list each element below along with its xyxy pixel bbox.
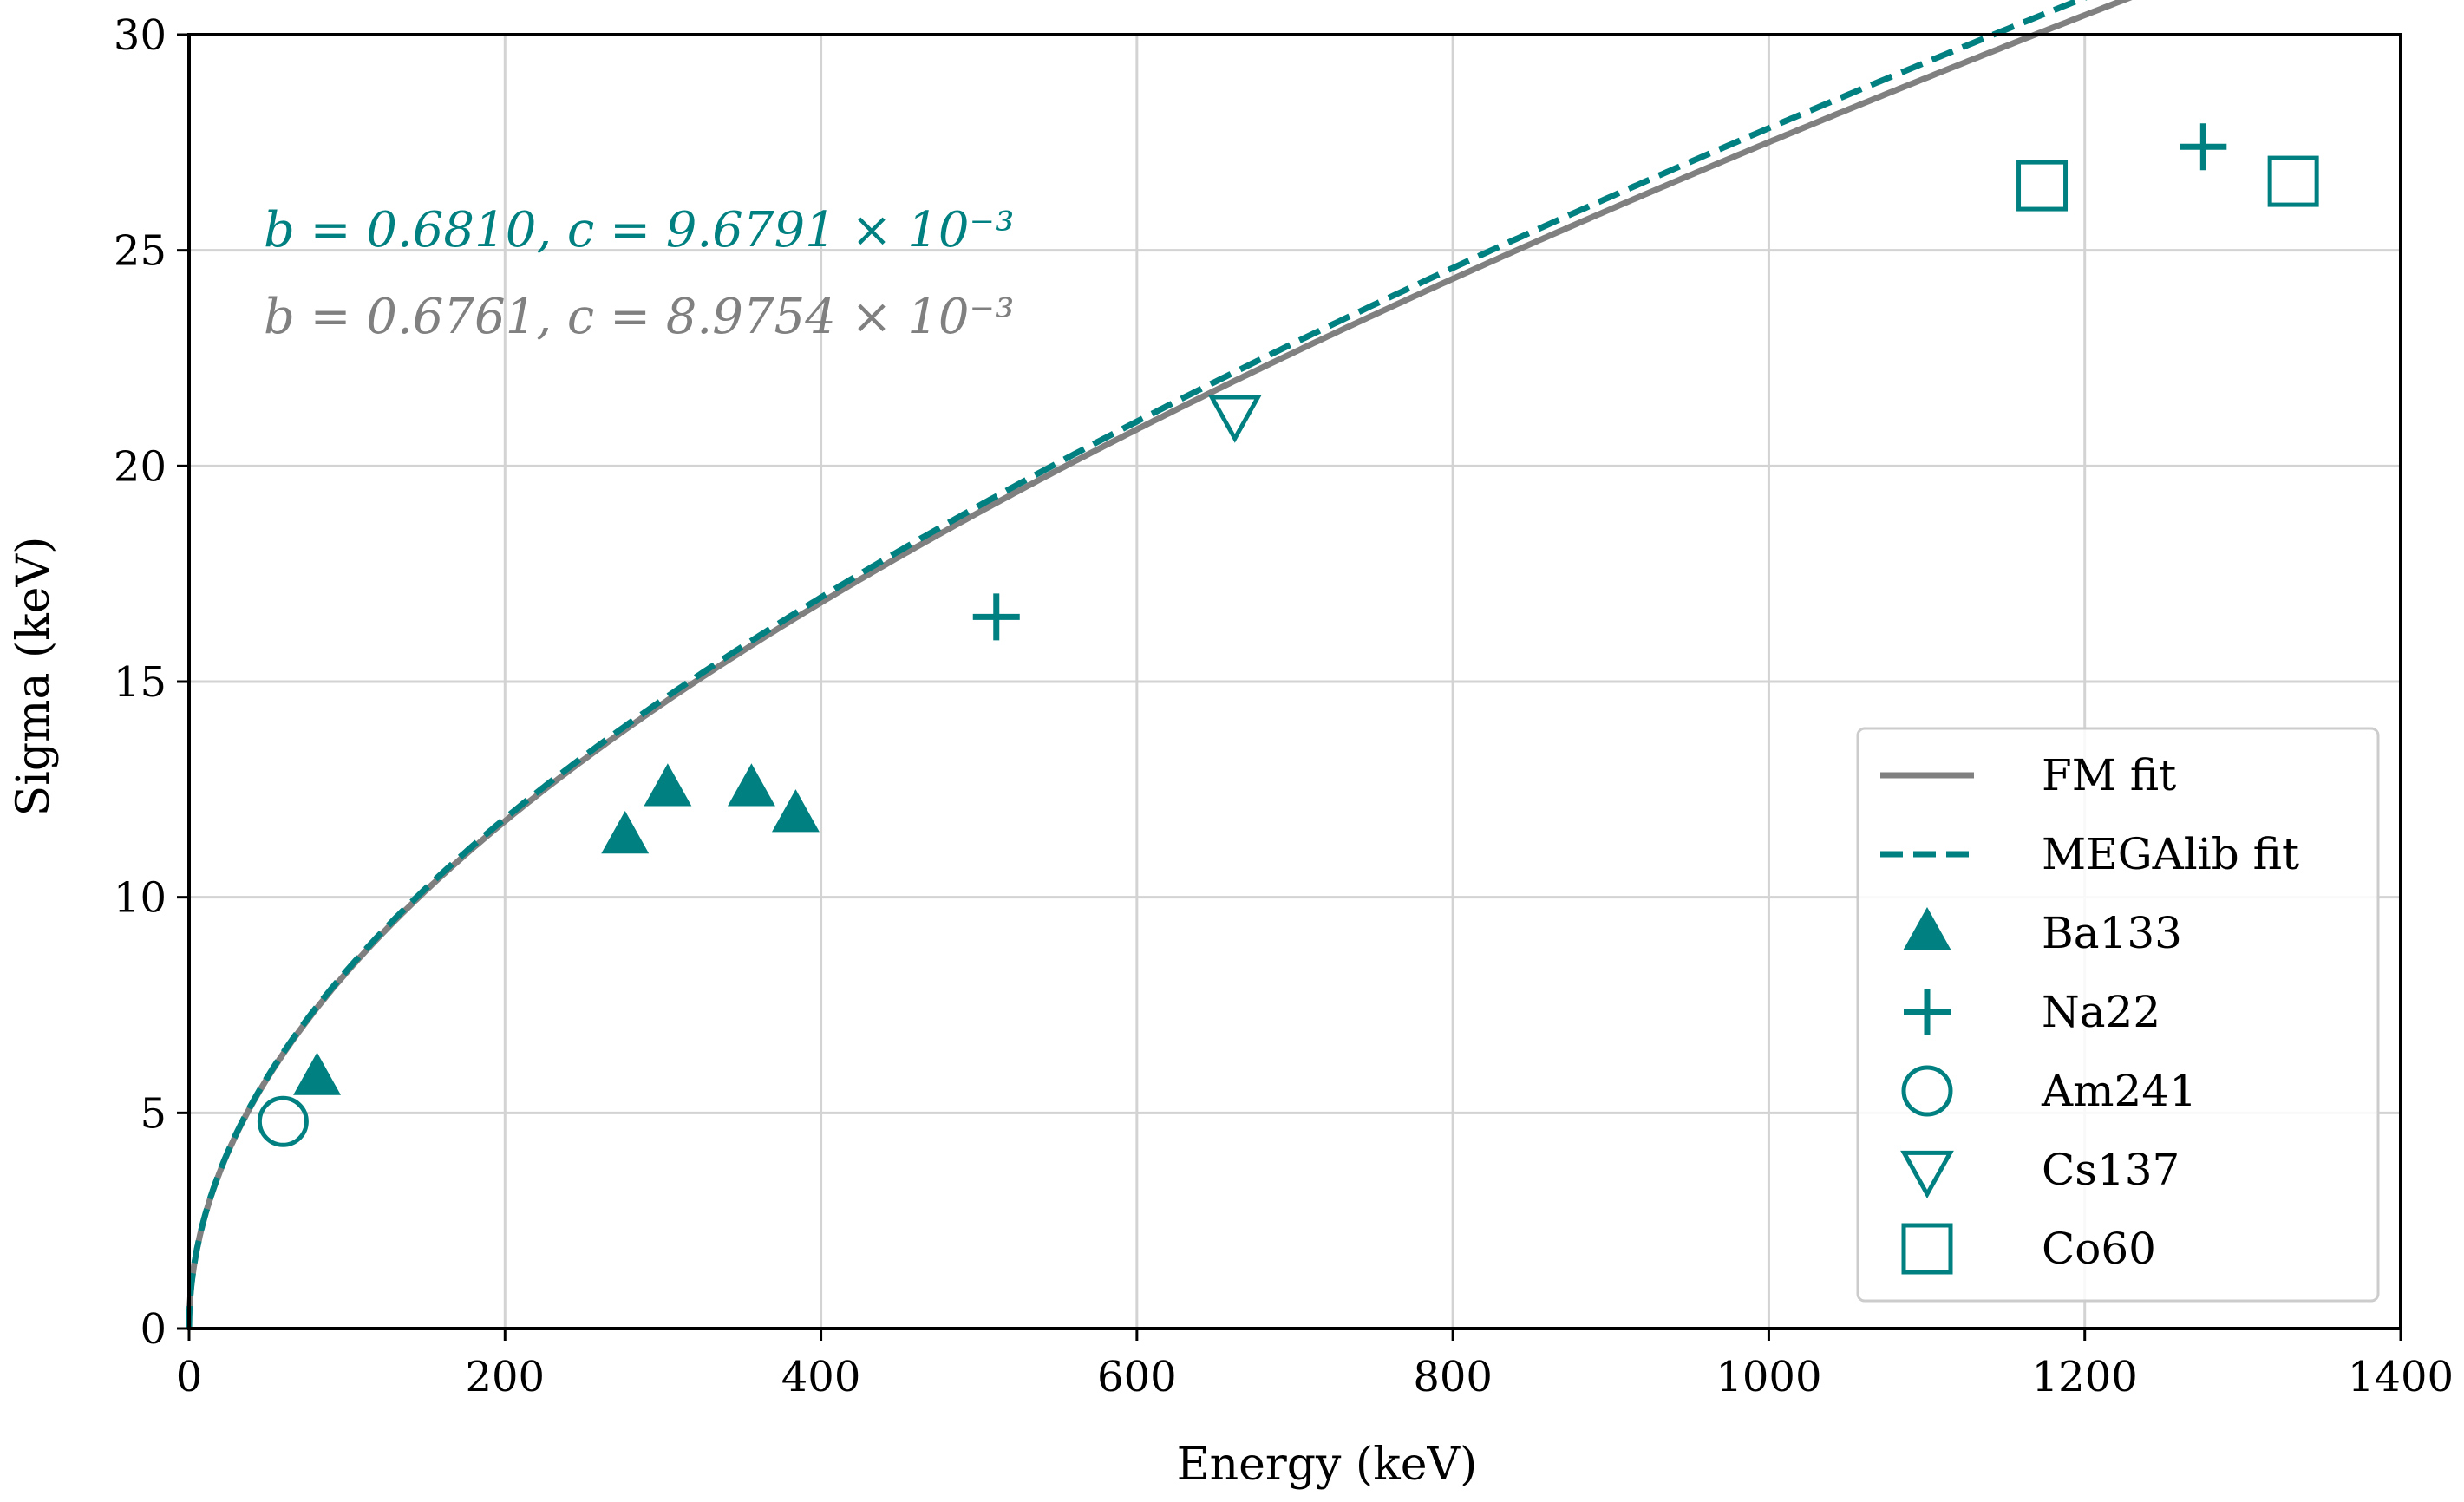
legend: FM fit MEGAlib fit Ba133 Na22 Am241 Cs137 Co60 bbox=[1856, 727, 2380, 1303]
y-tick-label: 30 bbox=[114, 11, 167, 60]
x-tick-label: 1000 bbox=[1716, 1353, 1821, 1401]
x-tick-label: 800 bbox=[1413, 1353, 1493, 1401]
data-point-na22 bbox=[2180, 123, 2227, 171]
y-tick-label: 0 bbox=[140, 1305, 167, 1354]
legend-swatch-co60 bbox=[1901, 1223, 1953, 1275]
fit-curves bbox=[186, 0, 2133, 1329]
legend-label-am241: Am241 bbox=[2041, 1066, 2197, 1116]
y-axis-label: Sigma (keV) bbox=[8, 537, 60, 817]
data-point-ba133 bbox=[293, 1052, 341, 1095]
y-tick-label: 5 bbox=[140, 1089, 167, 1138]
data-point-ba133 bbox=[601, 810, 650, 854]
legend-label-megalib-fit: MEGAlib fit bbox=[2042, 829, 2299, 879]
y-tick-label: 20 bbox=[114, 442, 167, 491]
y-tick-label: 15 bbox=[114, 658, 167, 707]
y-tick-label: 25 bbox=[114, 227, 167, 276]
legend-label-na22: Na22 bbox=[2042, 987, 2160, 1037]
annotation-megalib: b = 0.6810, c = 9.6791 × 10⁻³ bbox=[264, 202, 1015, 258]
fit-line-megalib-fit bbox=[186, 0, 2088, 1329]
legend-label-co60: Co60 bbox=[2042, 1224, 2156, 1274]
legend-box bbox=[1856, 727, 2380, 1303]
x-tick-label: 1400 bbox=[2348, 1353, 2454, 1401]
legend-swatch-ba133 bbox=[1903, 906, 1951, 950]
x-tick-label: 200 bbox=[465, 1353, 545, 1401]
legend-label-ba133: Ba133 bbox=[2042, 908, 2182, 958]
data-point-ba133 bbox=[727, 763, 775, 807]
data-point-am241 bbox=[257, 1095, 309, 1147]
data-markers bbox=[257, 123, 2319, 1147]
data-point-co60 bbox=[2267, 155, 2319, 207]
legend-swatch-am241 bbox=[1901, 1065, 1953, 1117]
x-tick-label: 400 bbox=[781, 1353, 861, 1401]
legend-label-fm-fit: FM fit bbox=[2042, 750, 2176, 800]
y-tick-label: 10 bbox=[114, 874, 167, 923]
data-point-co60 bbox=[2016, 160, 2069, 212]
legend-swatch-cs137 bbox=[1900, 1150, 1954, 1199]
legend-label-cs137: Cs137 bbox=[2042, 1145, 2180, 1195]
legend-swatch-na22 bbox=[1904, 989, 1951, 1035]
axis-ticks: 0 200 400 600 800 1000 1200 1400 0 5 10 15 20 25 30 bbox=[114, 11, 2454, 1401]
data-point-ba133 bbox=[771, 789, 820, 833]
x-axis-label: Energy (keV) bbox=[1177, 1439, 1478, 1491]
x-tick-label: 600 bbox=[1097, 1353, 1177, 1401]
data-point-ba133 bbox=[644, 763, 692, 807]
data-point-cs137 bbox=[1207, 395, 1262, 443]
x-tick-label: 0 bbox=[176, 1353, 203, 1401]
data-point-na22 bbox=[972, 593, 1020, 641]
x-tick-label: 1200 bbox=[2032, 1353, 2138, 1401]
annotation-fm: b = 0.6761, c = 8.9754 × 10⁻³ bbox=[264, 289, 1015, 345]
